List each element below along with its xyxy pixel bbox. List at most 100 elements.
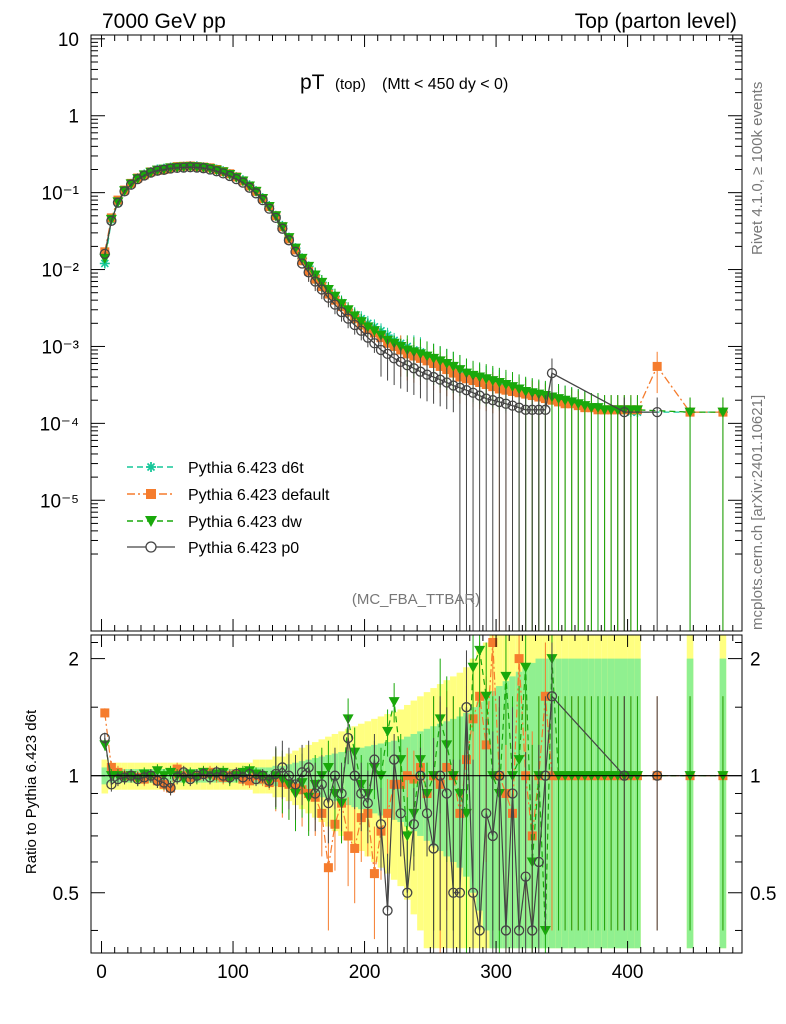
legend-marker-star-icon	[146, 462, 156, 472]
ratio-point	[520, 662, 532, 673]
data-point	[454, 382, 466, 393]
ratio-point	[336, 788, 347, 799]
data-point	[303, 267, 314, 278]
axes: 0 100 200 300 400 10 1 10⁻¹ 10⁻² 10⁻³ 10⁻⁴ 10⁻⁵ 0.5 0…	[40, 30, 777, 983]
ratio-point	[382, 726, 394, 737]
ratio-point	[448, 887, 459, 898]
legend-entry-p0: Pythia 6.423 p0	[127, 540, 299, 557]
header-left: 7000 GeV pp	[102, 10, 226, 33]
ratio-point	[461, 702, 472, 713]
data-point	[250, 188, 262, 199]
ratio-point	[244, 768, 255, 780]
data-point	[342, 313, 354, 324]
ratio-point	[204, 772, 216, 783]
main-plot-series	[99, 161, 729, 631]
ratio-point	[112, 773, 124, 785]
ratio-point	[513, 925, 525, 936]
data-point	[99, 248, 110, 260]
ratio-point	[99, 732, 110, 744]
ratio-point	[454, 887, 466, 898]
legend-marker-triangle-icon	[145, 516, 157, 527]
data-point	[533, 404, 544, 415]
ratio-point	[151, 766, 163, 777]
data-point	[435, 374, 446, 385]
data-point	[264, 203, 275, 214]
ratio-tick-label: 2	[68, 650, 79, 671]
legend-label-default: Pythia 6.423 default	[188, 487, 330, 504]
data-point	[513, 402, 525, 413]
data-point	[619, 406, 630, 418]
y-tick-label: 10⁻³	[42, 337, 80, 358]
ratio-point	[322, 762, 334, 773]
ratio-point	[350, 843, 360, 853]
ratio-point	[100, 708, 110, 718]
data-point	[368, 326, 380, 337]
ratio-point	[165, 767, 177, 778]
main-series-1	[100, 161, 728, 631]
data-point	[428, 371, 439, 383]
data-point	[684, 407, 696, 418]
data-point	[355, 317, 367, 328]
ratio-point	[290, 779, 301, 790]
ratio-point	[152, 775, 163, 786]
data-point	[717, 407, 729, 418]
data-point	[402, 360, 413, 371]
ratio-point	[198, 768, 209, 780]
data-point	[139, 170, 150, 181]
data-point	[447, 361, 459, 372]
ratio-point	[99, 740, 111, 751]
ratio-point	[316, 779, 327, 790]
data-point	[631, 405, 643, 416]
legend-entry-default: Pythia 6.423 default	[127, 487, 330, 504]
ratio-tick-label-right: 2	[750, 650, 761, 671]
y-tick-label: 10⁻²	[42, 261, 80, 282]
ratio-point	[520, 871, 531, 882]
y-tick-label: 10⁻⁵	[40, 491, 79, 512]
ratio-point	[500, 925, 512, 936]
ratio-tick-label: 0.5	[53, 884, 79, 905]
data-point	[461, 385, 472, 396]
x-tick-label: 300	[480, 962, 512, 983]
data-point	[211, 166, 222, 177]
ratio-point	[533, 856, 544, 868]
legend-marker-circle-icon	[145, 541, 157, 553]
data-point	[336, 306, 347, 318]
ratio-point	[487, 830, 498, 842]
ratio-point	[303, 762, 314, 773]
ratio-point	[500, 671, 512, 682]
plot-title-sub1: (top)	[335, 76, 366, 93]
data-point	[369, 338, 380, 349]
header-right: Top (parton level)	[575, 10, 737, 33]
data-point	[540, 404, 551, 415]
data-point	[165, 163, 176, 174]
data-point	[652, 361, 662, 371]
x-tick-label: 0	[96, 962, 107, 983]
ratio-point	[481, 808, 492, 819]
ratio-point	[139, 772, 150, 783]
legend-label-dw: Pythia 6.423 dw	[188, 514, 302, 531]
data-point	[198, 163, 209, 174]
data-point	[408, 363, 420, 374]
ratio-point	[467, 662, 479, 673]
ratio-point	[171, 772, 183, 783]
ratio-point	[343, 831, 353, 841]
ratio-point	[132, 773, 143, 785]
data-point	[224, 170, 235, 182]
ratio-point	[185, 773, 196, 785]
legend-marker-square-icon	[146, 489, 156, 499]
ratio-point	[402, 887, 413, 898]
data-point	[171, 162, 183, 174]
data-point	[395, 341, 407, 352]
ratio-point	[421, 808, 433, 819]
data-point	[277, 223, 288, 234]
data-point	[112, 197, 124, 208]
ratio-point	[388, 697, 400, 708]
ratio-point	[460, 808, 472, 819]
ratio-tick-label: 1	[68, 767, 79, 788]
ratio-point	[277, 762, 288, 773]
data-point	[349, 311, 361, 322]
ratio-point	[441, 788, 452, 799]
data-point	[178, 162, 189, 173]
ratio-point	[527, 925, 538, 936]
